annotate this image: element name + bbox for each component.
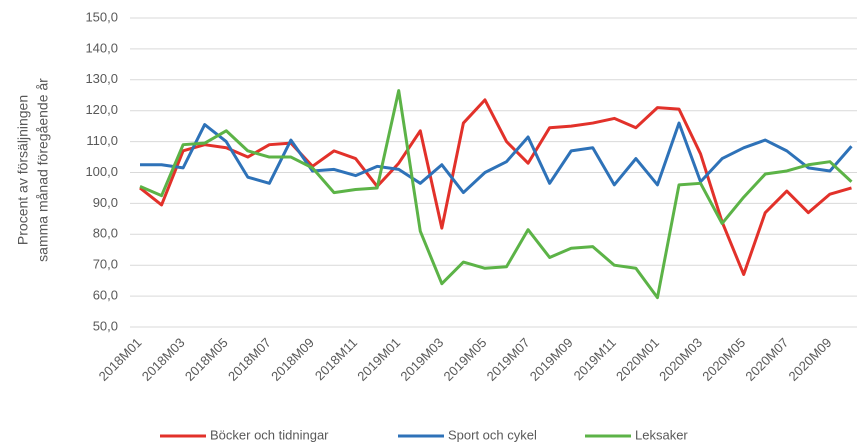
legend-label: Sport och cykel bbox=[448, 427, 537, 442]
y-tick-label: 120,0 bbox=[85, 102, 118, 117]
y-axis-label: Procent av försäljningen bbox=[15, 95, 31, 245]
y-tick-label: 50,0 bbox=[93, 318, 118, 333]
x-tick-label: 2018M09 bbox=[268, 335, 317, 384]
x-tick-label: 2018M07 bbox=[225, 335, 274, 384]
x-tick-label: 2019M09 bbox=[527, 335, 576, 384]
x-tick-label: 2018M01 bbox=[96, 335, 145, 384]
line-series bbox=[140, 121, 853, 195]
x-tick-label: 2020M09 bbox=[786, 335, 835, 384]
x-tick-label: 2020M01 bbox=[613, 335, 662, 384]
y-tick-label: 90,0 bbox=[93, 195, 118, 210]
line-series bbox=[139, 98, 852, 276]
y-tick-label: 110,0 bbox=[86, 133, 118, 148]
y-tick-label: 140,0 bbox=[85, 40, 118, 55]
x-tick-label: 2020M07 bbox=[742, 335, 791, 384]
line-series bbox=[139, 89, 853, 300]
x-tick-label: 2019M11 bbox=[571, 335, 619, 383]
y-tick-label: 150,0 bbox=[85, 9, 118, 24]
x-tick-label: 2020M03 bbox=[656, 335, 705, 384]
y-tick-label: 60,0 bbox=[93, 288, 118, 303]
y-axis-label: samma månad föregående år bbox=[35, 78, 51, 262]
x-tick-label: 2019M05 bbox=[441, 335, 490, 384]
x-tick-label: 2019M07 bbox=[484, 335, 533, 384]
y-tick-label: 80,0 bbox=[93, 226, 118, 241]
y-tick-label: 130,0 bbox=[85, 71, 118, 86]
x-tick-label: 2019M01 bbox=[354, 335, 403, 384]
legend-label: Böcker och tidningar bbox=[210, 427, 329, 442]
legend-label: Leksaker bbox=[635, 427, 688, 442]
x-tick-label: 2020M05 bbox=[699, 335, 748, 384]
y-tick-label: 70,0 bbox=[93, 257, 118, 272]
x-tick-label: 2018M05 bbox=[182, 335, 231, 384]
x-tick-label: 2018M11 bbox=[312, 335, 360, 383]
x-tick-label: 2019M03 bbox=[397, 335, 446, 384]
x-tick-label: 2018M03 bbox=[139, 335, 188, 384]
y-tick-label: 100,0 bbox=[85, 164, 118, 179]
